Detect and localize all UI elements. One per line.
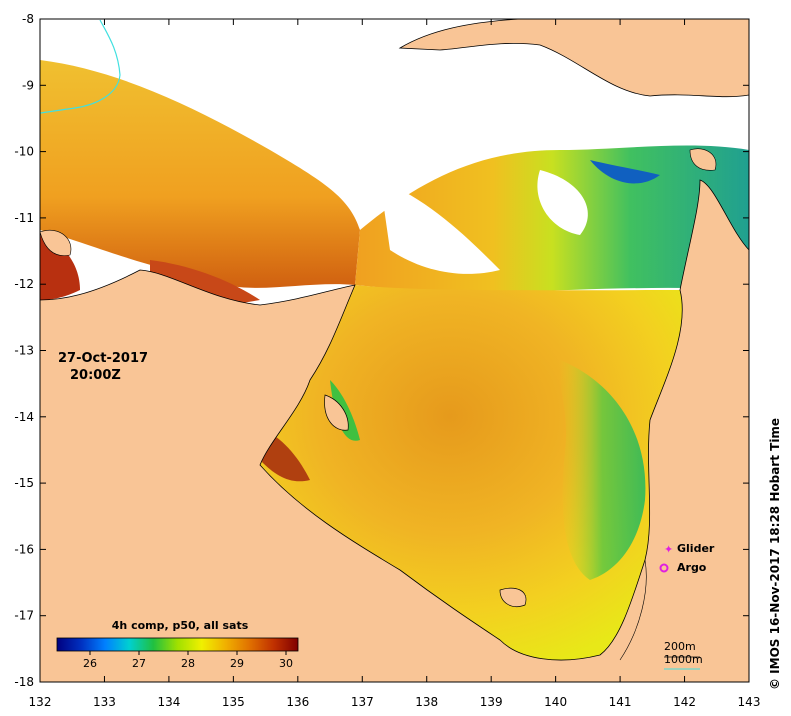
- lat-tick-label: -14: [14, 410, 34, 424]
- colorbar-tick-label: 26: [83, 657, 97, 670]
- colorbar: [56, 637, 299, 652]
- date-day: 27-Oct-2017: [58, 351, 149, 366]
- colorbar-tick-label: 29: [230, 657, 244, 670]
- depth-legend: 200m 1000m: [664, 640, 703, 666]
- lon-tick-label: 132: [29, 695, 52, 709]
- australia-land: [39, 179, 750, 683]
- colorbar-tick-label: 27: [132, 657, 146, 670]
- legend-argo-label: Argo: [677, 561, 707, 574]
- cool-patch: [590, 160, 660, 184]
- lat-tick-label: -12: [14, 277, 34, 291]
- legend-glider: Glider: [677, 542, 714, 555]
- latitude-axis: -8 -9 -10 -11 -12 -13 -14 -15 -16 -17 -18: [14, 12, 749, 689]
- colorbar-ticks: 26 27 28 29 30: [83, 651, 293, 670]
- lat-tick-label: -13: [14, 344, 34, 358]
- lon-tick-label: 135: [222, 695, 245, 709]
- warm-west-gulf: [262, 430, 310, 482]
- date-time: 20:00Z: [70, 368, 121, 383]
- legend-argo: Argo: [677, 561, 706, 574]
- torres-strait-island: [689, 148, 717, 171]
- lat-tick-label: -9: [22, 78, 34, 92]
- cloud-gap-2: [537, 170, 588, 235]
- tiwi-islands: [39, 230, 72, 256]
- warm-patch-coast: [150, 260, 260, 305]
- lat-tick-label: -10: [14, 145, 34, 159]
- lat-tick-label: -11: [14, 211, 34, 225]
- colorbar-title: 4h comp, p50, all sats: [111, 619, 249, 632]
- depth-contour: [619, 559, 647, 661]
- argo-marker-icon: [659, 563, 669, 573]
- cool-east-gulf: [558, 360, 646, 580]
- colorbar-tick-label: 28: [181, 657, 195, 670]
- glider-marker-icon: ✦: [664, 543, 673, 556]
- lon-tick-label: 136: [286, 695, 309, 709]
- lon-tick-label: 143: [738, 695, 761, 709]
- lat-tick-label: -18: [14, 675, 34, 689]
- warm-patch-west: [40, 235, 80, 300]
- lon-tick-label: 139: [480, 695, 503, 709]
- lon-tick-label: 137: [351, 695, 374, 709]
- lon-tick-label: 142: [673, 695, 696, 709]
- cool-west-gulf: [330, 380, 360, 441]
- date-label: 27-Oct-2017 20:00Z: [58, 350, 148, 384]
- lon-tick-label: 133: [93, 695, 116, 709]
- lon-tick-label: 140: [544, 695, 567, 709]
- colorbar-tick-label: 30: [279, 657, 293, 670]
- depth-legend-1000m: 1000m: [664, 653, 703, 666]
- credit-text: © IMOS 16-Nov-2017 18:28 Hobart Time: [768, 417, 782, 690]
- lat-tick-label: -8: [22, 12, 34, 26]
- groote-eylandt: [324, 394, 349, 431]
- legend-glider-label: Glider: [677, 542, 715, 555]
- lon-tick-label: 134: [157, 695, 180, 709]
- mornington-island: [499, 587, 527, 607]
- new-guinea-land: [398, 18, 750, 98]
- lon-tick-label: 141: [609, 695, 632, 709]
- lon-tick-label: 138: [415, 695, 438, 709]
- lat-tick-label: -15: [14, 476, 34, 490]
- cloud-gap: [380, 180, 500, 274]
- depth-legend-200m: 200m: [664, 640, 696, 653]
- lat-tick-label: -17: [14, 609, 34, 623]
- river-line: [39, 19, 121, 114]
- timor-sea-sst: [40, 60, 360, 288]
- longitude-axis: 132 133 134 135 136 137 138 139 140 141 142 143: [29, 19, 761, 709]
- lat-tick-label: -16: [14, 542, 34, 556]
